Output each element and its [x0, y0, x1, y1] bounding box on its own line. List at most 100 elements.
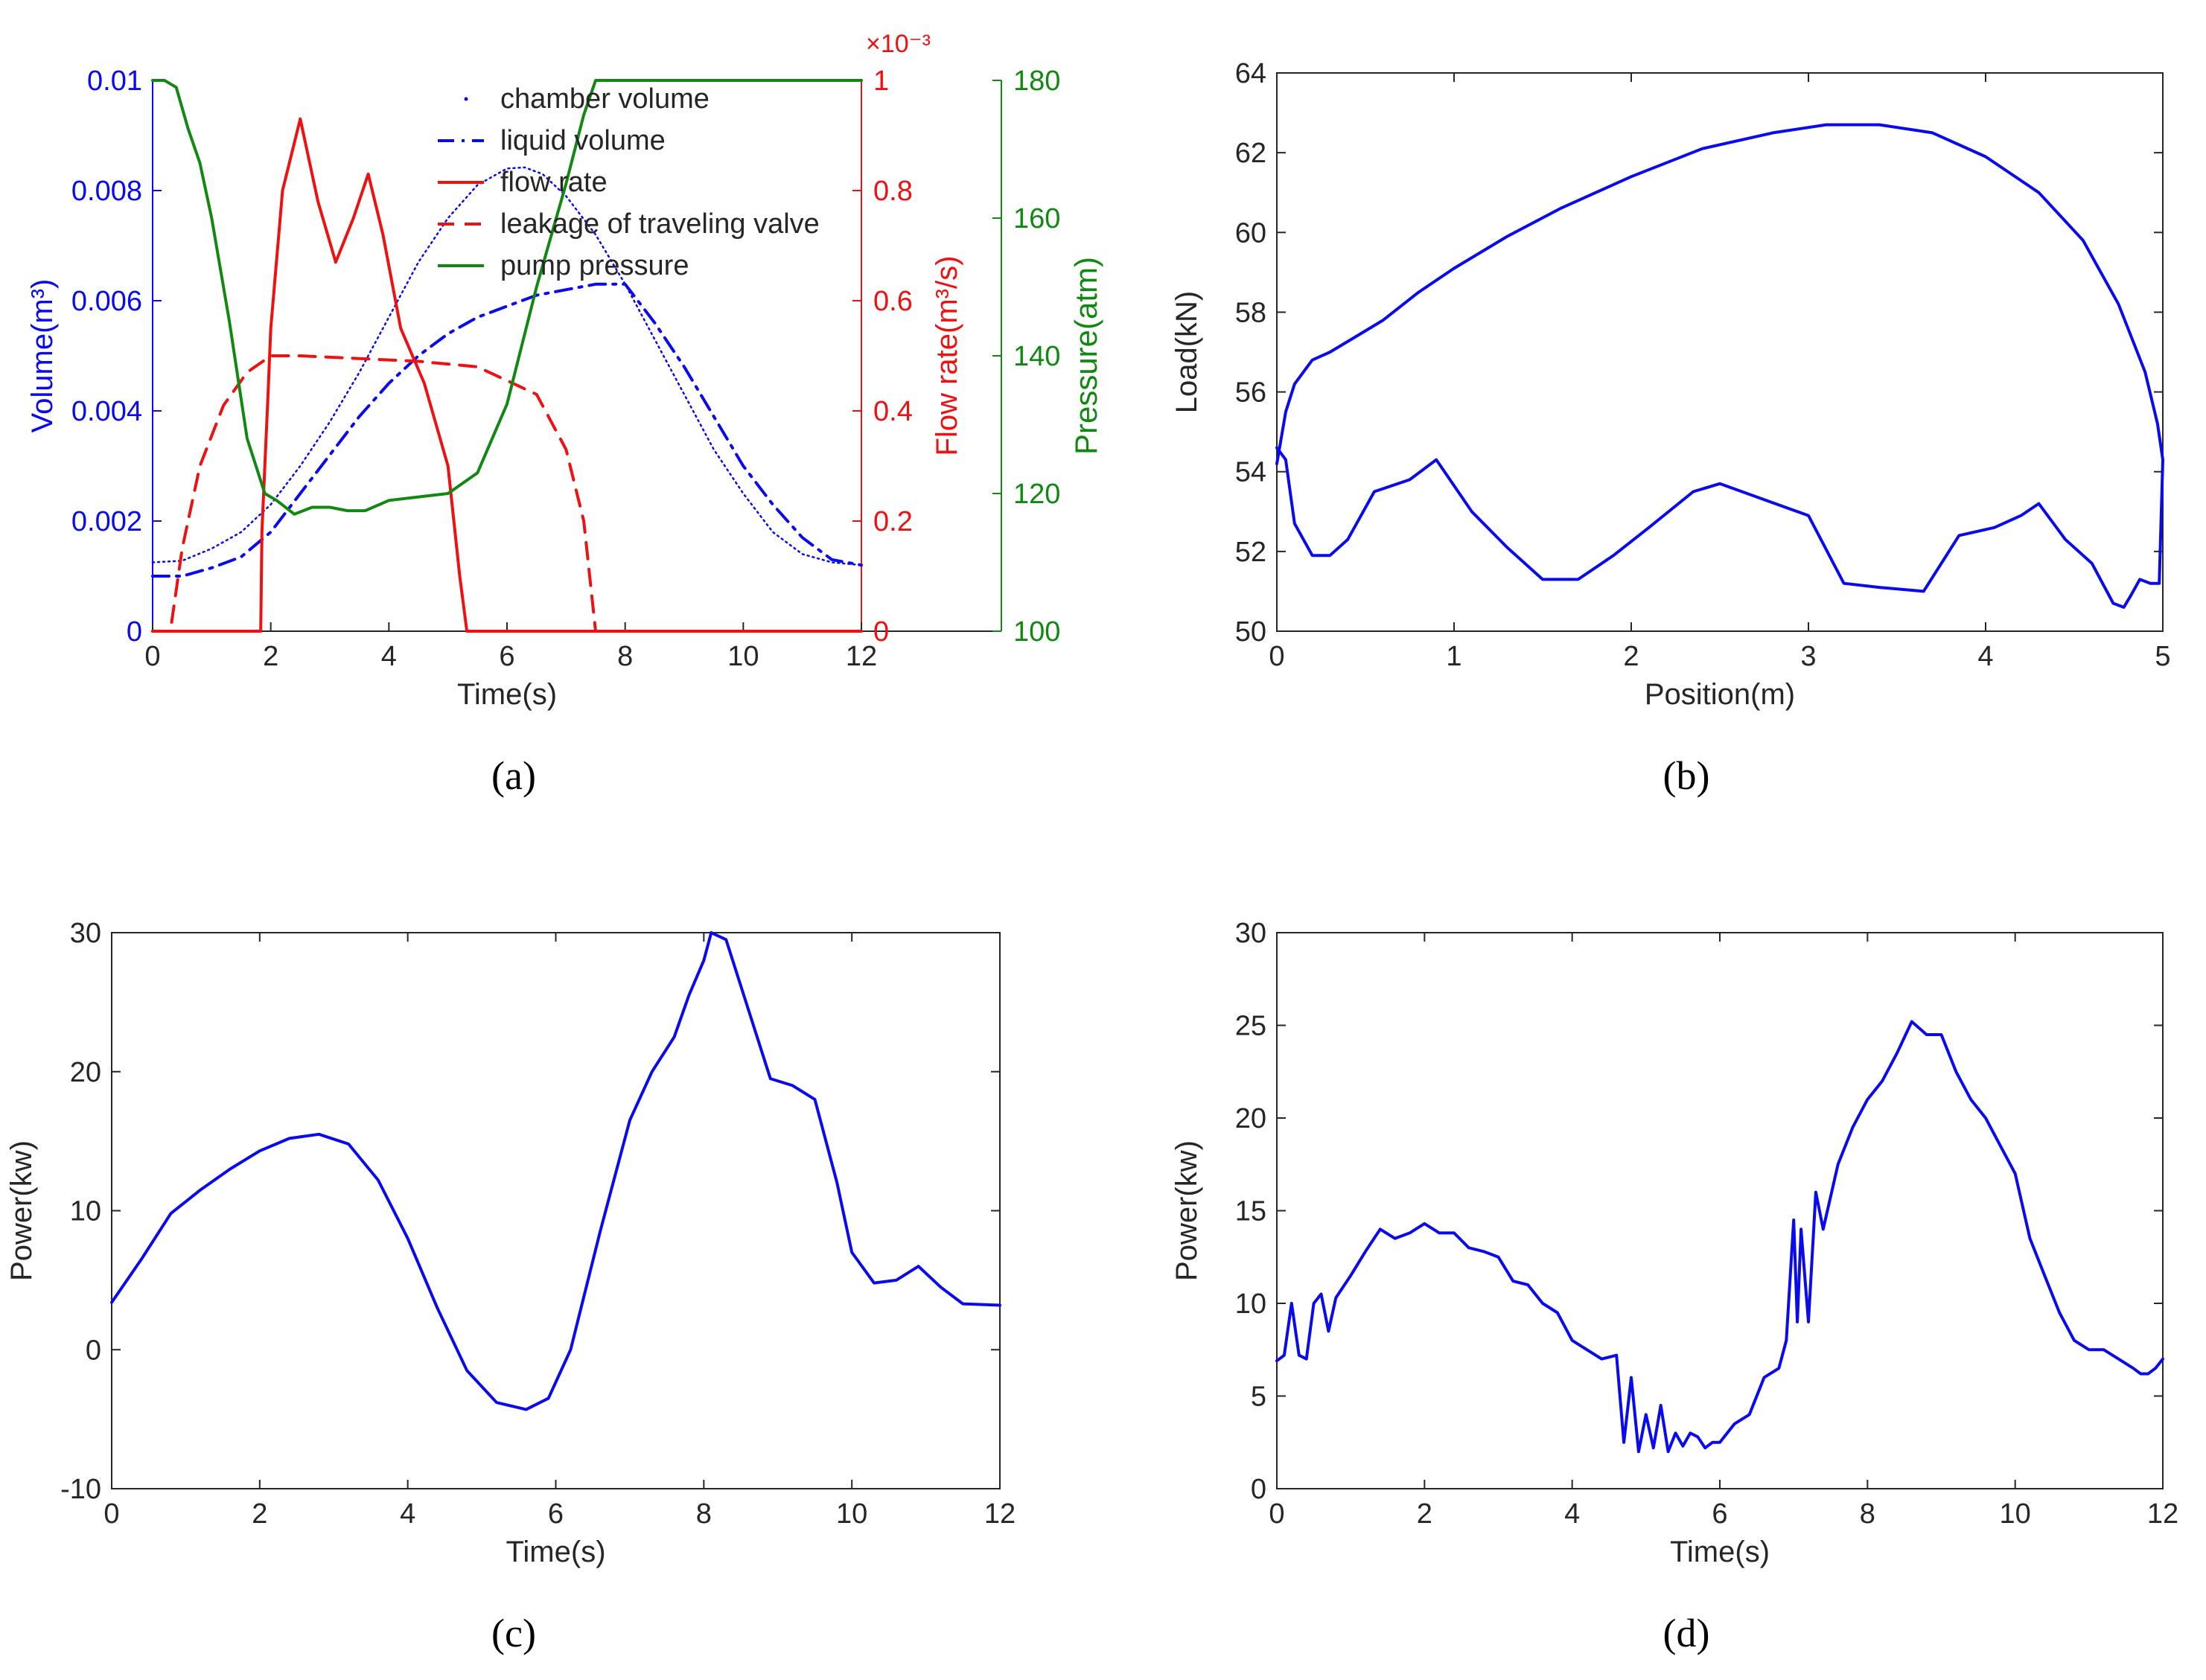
y-tick-label: 25 — [1235, 1011, 1266, 1042]
panel-b-load-vs-position: 0 1 2 3 4 5 50 52 54 56 58 60 62 64 Position(m) Load(kN… — [1170, 58, 2171, 798]
x-tick-label: 2 — [252, 1498, 267, 1530]
x-axis-label: Time(s) — [1670, 1536, 1770, 1568]
x-tick-label: 0 — [1269, 641, 1284, 672]
panel-d-power-vs-time: 024681012051015202530Time(s)Power(kw)pow… — [1170, 918, 2178, 1655]
x-tick-label: 12 — [2147, 1498, 2178, 1530]
legend-entry: chamber volume — [500, 83, 710, 115]
panel-a-volume-flow-pressure: 0 2 4 6 8 10 12Time(s)00.0020.0040.0060.0080.0… — [26, 30, 1103, 798]
x-tick-label: 3 — [1800, 641, 1816, 672]
plot-box — [1276, 72, 2164, 632]
y-tick-label: 56 — [1235, 377, 1266, 409]
y-tick-label: 0 — [86, 1335, 101, 1366]
legend: chamber volume liquid volume flow rate leak… — [438, 83, 820, 281]
x-tick-label: 12 — [984, 1498, 1016, 1530]
panel-c-power-vs-time: 024681012-100102030Time(s)Power(kw)power… — [5, 918, 1016, 1655]
x-tick-label: 2 — [1417, 1498, 1432, 1530]
y-axis-label: Power(kw) — [5, 1140, 38, 1281]
x-tick-label: 10 — [727, 641, 759, 672]
y-axis-label: Load(kN) — [1170, 291, 1203, 414]
pressure-tick-label: 100 — [1013, 616, 1060, 648]
x-tick-label: 6 — [499, 641, 514, 672]
y-tick-label: 5 — [1251, 1382, 1266, 1413]
flow-tick-label: 1 — [873, 66, 889, 97]
pressure-axis-label: Pressure(atm) — [1068, 257, 1103, 455]
x-tick-label: 0 — [1269, 1498, 1284, 1530]
flow-tick-label: 0.4 — [873, 396, 913, 427]
y-tick-label: 0 — [1251, 1474, 1266, 1505]
y-tick-label: 64 — [1235, 58, 1266, 89]
pressure-tick-label: 160 — [1013, 203, 1060, 234]
legend-swatch — [464, 97, 468, 101]
plot-box — [111, 932, 1001, 1489]
panel-caption: (d) — [1663, 1611, 1710, 1655]
volume-tick-label: 0.004 — [71, 396, 142, 427]
legend-entry: flow rate — [500, 167, 608, 198]
y-tick-label: 52 — [1235, 537, 1266, 568]
plot-box — [1276, 932, 2164, 1489]
volume-tick-label: 0 — [127, 616, 142, 648]
x-tick-label: 4 — [1977, 641, 1993, 672]
flow-tick-label: 0.6 — [873, 286, 913, 317]
series-line-leakage-of-traveling-valve — [151, 354, 863, 633]
x-tick-label: 0 — [144, 641, 160, 672]
y-tick-label: 60 — [1235, 217, 1266, 249]
y-tick-label: 30 — [1235, 918, 1266, 949]
x-tick-label: 8 — [617, 641, 633, 672]
y-tick-label: 54 — [1235, 457, 1266, 488]
x-axis-label: Time(s) — [506, 1536, 605, 1568]
x-tick-label: 6 — [1712, 1498, 1727, 1530]
y-axis-label: Power(kw) — [1170, 1140, 1203, 1281]
flow-tick-label: 0 — [873, 616, 889, 648]
series-line-power — [110, 931, 1001, 1411]
volume-axis-label: Volume(m³) — [26, 279, 59, 433]
y-tick-label: 20 — [70, 1057, 101, 1088]
x-tick-label: 2 — [263, 641, 278, 672]
legend-entry: liquid volume — [500, 125, 666, 156]
x-tick-label: 4 — [400, 1498, 415, 1530]
x-tick-label: 4 — [381, 641, 397, 672]
series-line-load — [1275, 123, 2164, 609]
x-tick-label: 10 — [2000, 1498, 2031, 1530]
flow-tick-label: 0.8 — [873, 176, 913, 207]
y-tick-label: 58 — [1235, 297, 1266, 328]
y-tick-label: 20 — [1235, 1103, 1266, 1134]
pressure-tick-label: 180 — [1013, 66, 1060, 97]
legend-entry: pump pressure — [500, 250, 689, 281]
volume-tick-label: 0.006 — [71, 286, 142, 317]
x-tick-label: 10 — [836, 1498, 867, 1530]
series-line-liquid-volume — [151, 282, 863, 578]
x-axis-label: Time(s) — [457, 678, 557, 711]
y-tick-label: 10 — [1235, 1288, 1266, 1320]
series-line-chamber-volume — [151, 166, 863, 566]
x-tick-label: 8 — [1860, 1498, 1875, 1530]
panel-caption: (b) — [1663, 753, 1710, 798]
x-tick-label: 4 — [1564, 1498, 1580, 1530]
y-tick-label: 15 — [1235, 1196, 1266, 1227]
volume-tick-label: 0.01 — [87, 66, 142, 97]
series-line-power — [1275, 1020, 2164, 1454]
flow-exponent: ×10⁻³ — [866, 30, 931, 58]
x-tick-label: 12 — [846, 641, 877, 672]
x-tick-label: 8 — [696, 1498, 712, 1530]
series-line-flow-rate — [151, 117, 863, 633]
series-line-pump-pressure — [151, 79, 863, 516]
panel-caption: (c) — [491, 1611, 536, 1655]
y-tick-label: 62 — [1235, 138, 1266, 169]
flow-tick-label: 0.2 — [873, 506, 913, 537]
y-tick-label: 10 — [70, 1196, 101, 1227]
x-tick-label: 0 — [103, 1498, 119, 1530]
x-tick-label: 5 — [2155, 641, 2170, 672]
volume-tick-label: 0.002 — [71, 506, 142, 537]
pressure-tick-label: 120 — [1013, 479, 1060, 510]
y-tick-label: 30 — [70, 918, 101, 949]
volume-tick-label: 0.008 — [71, 176, 142, 207]
x-axis-label: Position(m) — [1645, 678, 1795, 711]
x-tick-label: 6 — [548, 1498, 564, 1530]
x-tick-label: 1 — [1446, 641, 1461, 672]
x-tick-label: 2 — [1623, 641, 1639, 672]
y-tick-label: -10 — [60, 1474, 101, 1505]
pressure-tick-label: 140 — [1013, 341, 1060, 372]
panel-caption: (a) — [491, 753, 536, 798]
y-tick-label: 50 — [1235, 616, 1266, 648]
